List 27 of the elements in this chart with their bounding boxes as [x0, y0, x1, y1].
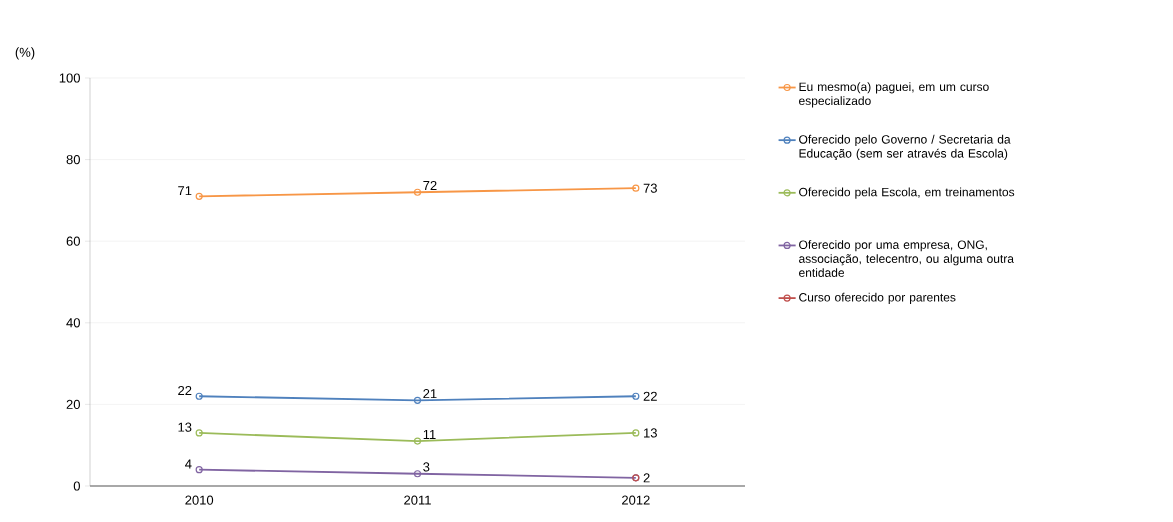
- y-tick-label: 0: [73, 481, 80, 491]
- y-tick-label: 40: [66, 318, 80, 328]
- data-label: 22: [178, 385, 192, 396]
- data-label: 11: [423, 429, 436, 439]
- data-label: 73: [643, 183, 657, 193]
- y-tick-label: 100: [59, 73, 80, 83]
- data-label: 13: [178, 422, 192, 432]
- legend-label: Curso oferecido por parentes: [799, 292, 956, 304]
- data-label: 3: [423, 462, 430, 472]
- legend-label: Oferecido pelo Governo / Secretaria da Educação (sem ser através da Escola): [799, 134, 1011, 161]
- legend-label: Oferecido pela Escola, em treinamentos: [799, 187, 1015, 199]
- y-axis-title: (%): [15, 47, 35, 60]
- y-tick-label: 80: [66, 154, 80, 165]
- legend-label: Oferecido por uma empresa, ONG, associação, telecentro, ou alguma outra entidade: [799, 240, 1014, 277]
- x-tick-label: 2012: [622, 495, 650, 505]
- x-tick-label: 2010: [185, 495, 214, 505]
- data-label: 72: [423, 180, 437, 191]
- data-label: 21: [423, 389, 437, 399]
- x-tick-label: 2011: [404, 495, 431, 505]
- data-label: 13: [644, 428, 657, 438]
- data-label: 2: [643, 473, 650, 483]
- legend-label: Eu mesmo(a) paguei, em um curso especializado: [799, 82, 989, 108]
- y-tick-label: 60: [66, 236, 80, 246]
- data-label: 71: [178, 186, 192, 196]
- y-tick-label: 20: [66, 399, 80, 409]
- data-label: 4: [185, 459, 192, 469]
- data-label: 22: [643, 391, 657, 401]
